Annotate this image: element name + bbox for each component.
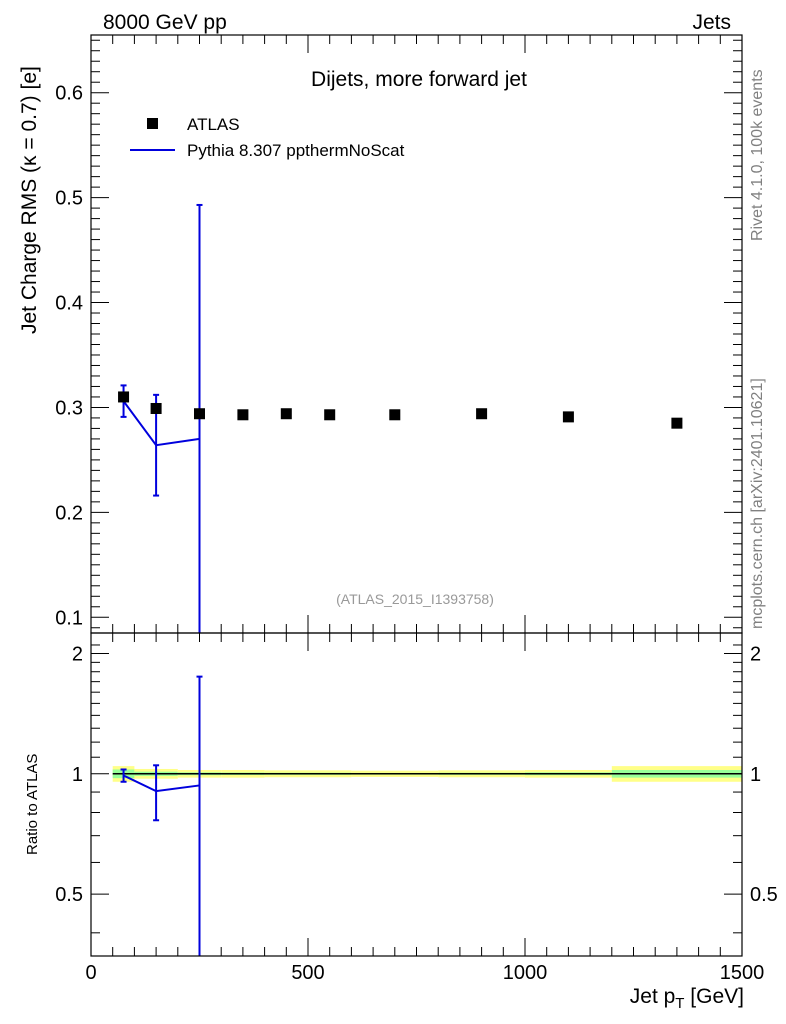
ratio-series-line [123,774,200,793]
x-tick-label: 1000 [503,962,548,984]
analysis-id-label: (ATLAS_2015_I1393758) [336,591,494,607]
main-panel: 0.1 0.2 0.3 0.4 0.5 0.6 Dijets, more forward … [18,34,743,634]
ratio-panel: 0.5 0.5 1 1 2 2 Ratio to ATLAS 0 500 1000 1500 J… [24,632,778,1012]
ratio-uncertainty-bands [112,766,742,782]
ratio-y-tick-label-left: 2 [72,643,83,665]
ratio-y-tick-label-left: 0.5 [55,884,83,906]
main-y-tick-label: 0.5 [55,188,83,210]
atlas-data-point [476,408,488,420]
ratio-plot-frame [90,632,743,957]
x-tick-label: 1500 [720,962,765,984]
ratio-y-tick-labels: 0.5 0.5 1 1 2 2 [55,643,778,906]
atlas-data-point [280,408,292,420]
legend: ATLAS Pythia 8.307 ppthermNoScat [130,115,405,160]
ratio-y-tick-label-right: 2 [750,643,761,665]
main-y-tick-label: 0.6 [55,83,83,105]
mcplots-label: mcplots.cern.ch [arXiv:2401.10621] [749,378,766,629]
energy-label: 8000 GeV pp [103,11,227,34]
main-axis-ticks [90,35,743,633]
atlas-data-point [389,409,401,421]
x-tick-label: 500 [291,962,324,984]
main-y-tick-label: 0.1 [55,607,83,629]
ratio-y-axis-label: Ratio to ATLAS [24,754,41,855]
category-label: Jets [692,11,731,34]
ratio-y-tick-label-right: 1 [750,764,761,786]
atlas-data-point [194,408,205,420]
atlas-data-point [562,411,574,423]
main-y-tick-label: 0.3 [55,397,83,419]
x-tick-labels: 0 500 1000 1500 [85,962,764,984]
main-y-tick-label: 0.2 [55,502,83,524]
pythia-series-line [122,400,200,447]
main-y-tick-labels: 0.1 0.2 0.3 0.4 0.5 0.6 [55,83,83,630]
legend-atlas-marker [147,118,158,129]
legend-atlas-label: ATLAS [187,115,240,134]
atlas-data-point [324,409,336,421]
main-y-tick-label: 0.4 [55,293,83,315]
ratio-y-tick-label-right: 0.5 [750,884,778,906]
atlas-data-point [671,417,683,429]
x-axis-label: Jet pT [GeV] [630,985,744,1012]
ratio-axis-ticks [90,633,743,956]
atlas-data-point [237,409,249,421]
main-y-axis-label: Jet Charge RMS (κ = 0.7) [e] [18,66,41,334]
main-plot-title: Dijets, more forward jet [311,68,527,91]
ratio-y-tick-label-left: 1 [72,764,83,786]
x-tick-label: 0 [85,962,96,984]
atlas-data-point [150,402,162,414]
atlas-data-point [118,391,130,403]
rivet-version-label: Rivet 4.1.0, 100k events [749,69,766,241]
legend-pythia-label: Pythia 8.307 ppthermNoScat [187,141,405,160]
